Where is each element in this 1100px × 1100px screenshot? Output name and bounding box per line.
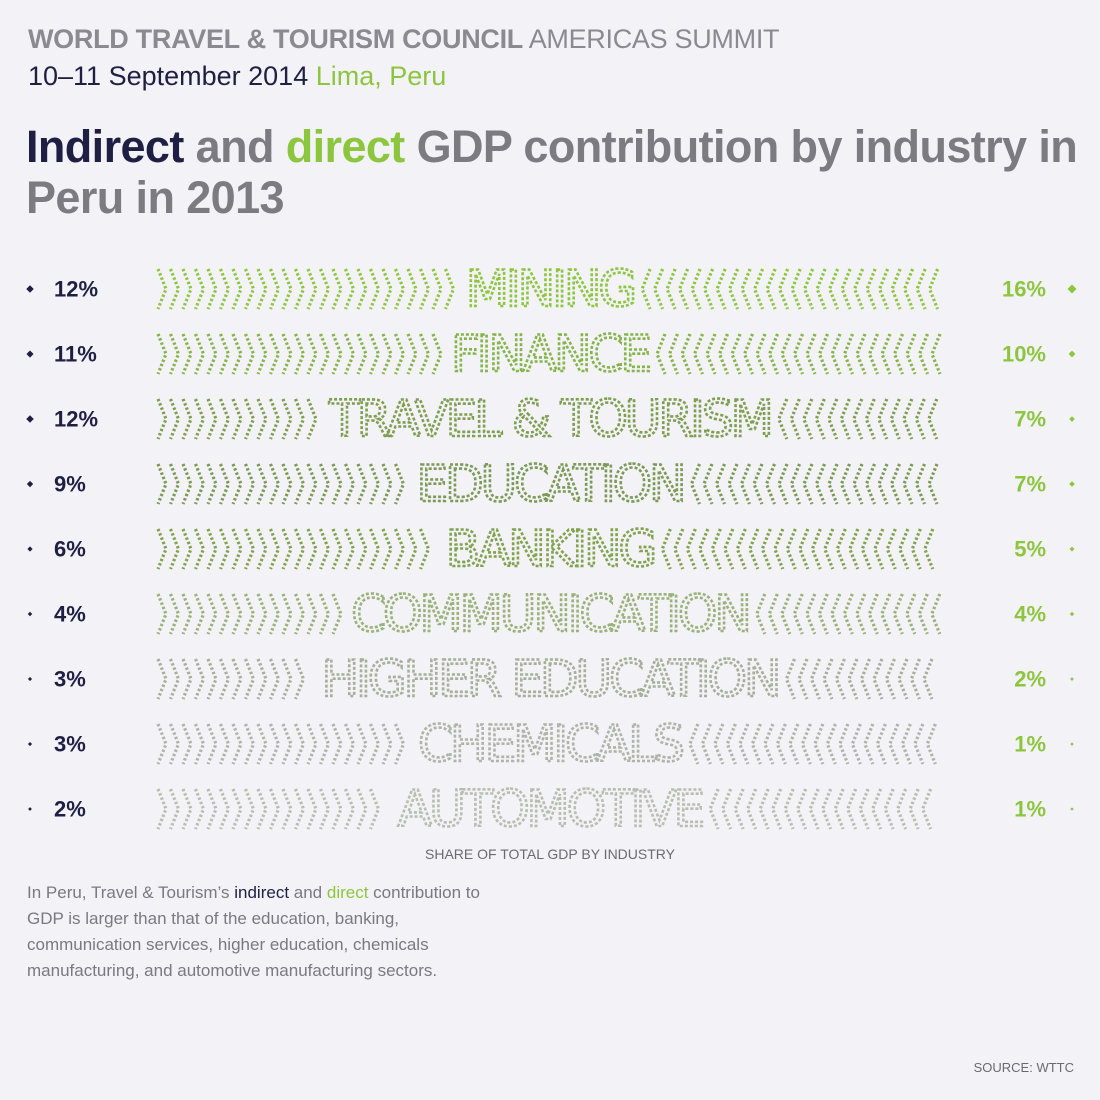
summit-subheader: 10–11 September 2014 Lima, Peru bbox=[28, 60, 446, 92]
direct-value-label: 2% bbox=[1014, 667, 1046, 692]
indirect-marker bbox=[27, 611, 33, 617]
direct-marker bbox=[1070, 742, 1074, 746]
indirect-marker bbox=[27, 676, 33, 682]
bar-education: EDUCATION bbox=[156, 454, 939, 514]
title-direct: direct bbox=[285, 121, 406, 172]
indirect-marker bbox=[26, 415, 34, 423]
indirect-marker bbox=[27, 546, 33, 552]
category-label: CHEMICALS bbox=[418, 715, 682, 773]
indirect-marker bbox=[26, 350, 34, 358]
indirect-value-label: 6% bbox=[54, 537, 86, 562]
category-label: FINANCE bbox=[451, 325, 649, 383]
indirect-marker bbox=[26, 285, 34, 293]
indirect-marker bbox=[27, 741, 33, 747]
direct-marker bbox=[1070, 807, 1074, 811]
bar-chemicals: CHEMICALS bbox=[156, 714, 937, 774]
event-location: Lima, Peru bbox=[315, 61, 447, 91]
indirect-value-label: 3% bbox=[54, 667, 86, 692]
category-label: HIGHER EDUCATION bbox=[322, 650, 779, 708]
chart-svg: MINING 12% 16% FINANCE 11% 10% TRAVEL & TOURIS… bbox=[26, 259, 1077, 838]
direct-value-label: 1% bbox=[1014, 797, 1046, 822]
indirect-value-label: 11% bbox=[54, 342, 97, 367]
event-dates: 10–11 September 2014 bbox=[28, 61, 309, 91]
indirect-value-label: 4% bbox=[54, 602, 86, 627]
bar-travel-tourism: TRAVEL & TOURISM bbox=[156, 389, 939, 449]
direct-marker bbox=[1069, 611, 1075, 617]
bar-higher-education: HIGHER EDUCATION bbox=[156, 649, 934, 709]
indirect-value-label: 12% bbox=[54, 277, 98, 302]
indirect-value-label: 9% bbox=[54, 472, 86, 497]
event-name: AMERICAS SUMMIT bbox=[528, 24, 780, 54]
desc-direct: direct bbox=[326, 883, 369, 902]
category-label: COMMUNICATION bbox=[351, 585, 749, 643]
source-note: SOURCE: WTTC bbox=[973, 1060, 1074, 1075]
summit-header: WORLD TRAVEL & TOURISM COUNCIL AMERICAS … bbox=[28, 24, 780, 54]
org-name: WORLD TRAVEL & TOURISM COUNCIL bbox=[28, 24, 523, 54]
indirect-value-label: 12% bbox=[54, 407, 98, 432]
title-and: and bbox=[183, 121, 286, 172]
direct-marker bbox=[1067, 284, 1077, 294]
indirect-value-label: 3% bbox=[54, 732, 86, 757]
bar-communication: COMMUNICATION bbox=[156, 584, 942, 644]
category-label: EDUCATION bbox=[417, 455, 684, 513]
indirect-value-label: 2% bbox=[54, 797, 86, 822]
category-label: BANKING bbox=[446, 520, 655, 578]
desc-indirect: indirect bbox=[234, 883, 290, 902]
direct-marker bbox=[1069, 546, 1075, 552]
bar-mining: MINING bbox=[156, 259, 940, 319]
title-rest: GDP contribution by industry in Peru in … bbox=[26, 121, 1078, 223]
direct-marker bbox=[1069, 416, 1075, 422]
direct-value-label: 7% bbox=[1014, 407, 1046, 432]
indirect-marker bbox=[26, 480, 34, 488]
industry-chart: MINING 12% 16% FINANCE 11% 10% TRAVEL & TOURIS… bbox=[0, 258, 1100, 838]
category-label: AUTOMOTIVE bbox=[398, 780, 703, 838]
direct-value-label: 4% bbox=[1014, 602, 1046, 627]
direct-marker bbox=[1068, 350, 1076, 358]
direct-marker bbox=[1069, 481, 1075, 487]
bar-automotive: AUTOMOTIVE bbox=[156, 779, 933, 838]
axis-label: SHARE OF TOTAL GDP BY INDUSTRY bbox=[425, 846, 675, 862]
category-label: MINING bbox=[466, 260, 634, 318]
direct-value-label: 16% bbox=[1002, 277, 1046, 302]
description: In Peru, Travel & Tourism’s indirect and… bbox=[27, 880, 507, 984]
direct-value-label: 5% bbox=[1014, 537, 1046, 562]
direct-value-label: 10% bbox=[1002, 342, 1046, 367]
direct-value-label: 1% bbox=[1014, 732, 1046, 757]
direct-value-label: 7% bbox=[1014, 472, 1046, 497]
category-label: TRAVEL & TOURISM bbox=[328, 390, 771, 448]
title-indirect: Indirect bbox=[26, 121, 184, 172]
desc-part3: contribution to GDP is larger than that … bbox=[27, 883, 480, 980]
bar-finance: FINANCE bbox=[156, 324, 942, 384]
desc-part1: In Peru, Travel & Tourism’s bbox=[27, 883, 235, 902]
chart-title: Indirect and direct GDP contribution by … bbox=[26, 121, 1086, 223]
direct-marker bbox=[1070, 677, 1074, 681]
desc-part2: and bbox=[289, 883, 327, 902]
indirect-marker bbox=[28, 807, 32, 811]
bar-banking: BANKING bbox=[156, 519, 935, 579]
